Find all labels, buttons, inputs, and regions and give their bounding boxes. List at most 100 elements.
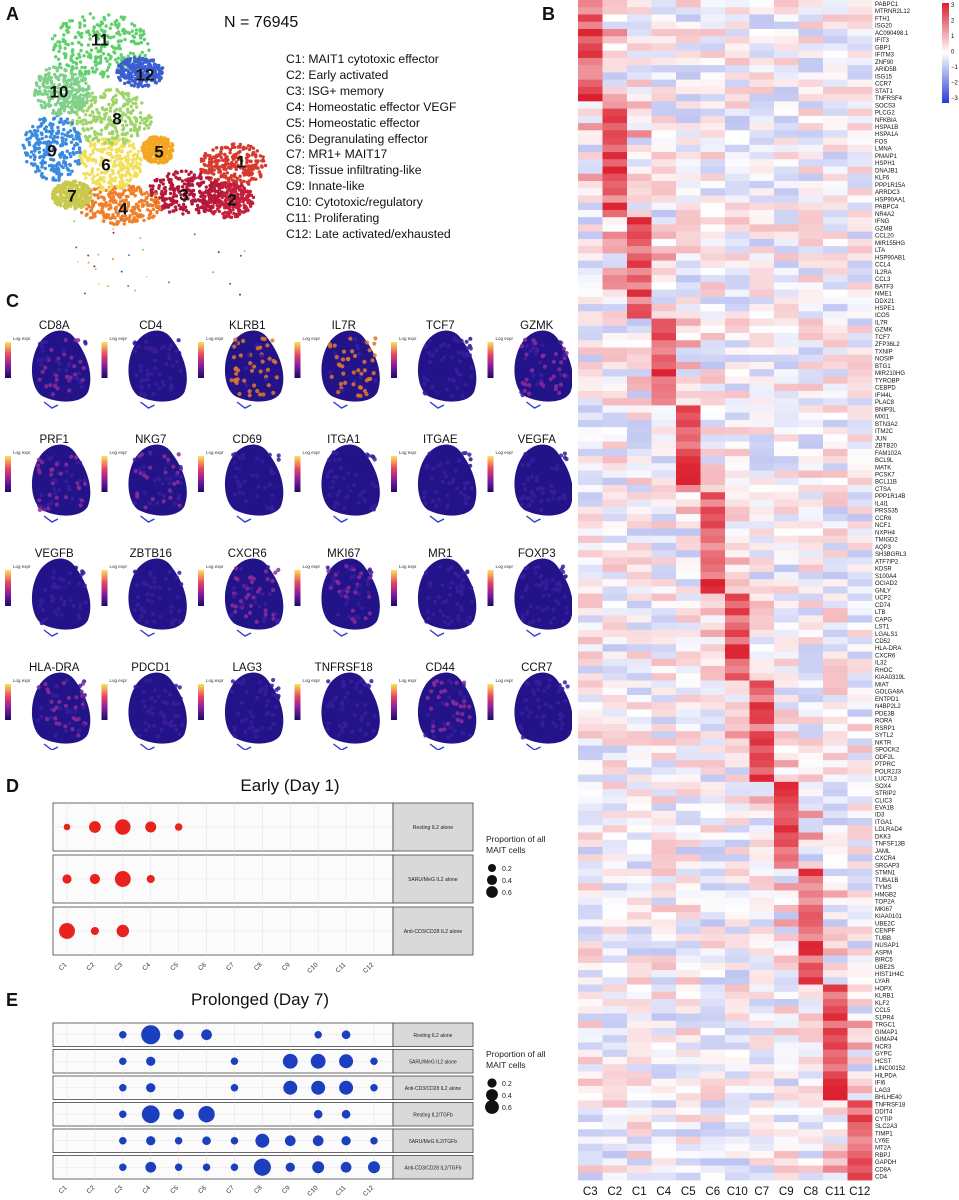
- expression-point: [177, 503, 182, 508]
- expression-point: [43, 614, 48, 619]
- umap-point: [78, 69, 82, 73]
- umap-point: [57, 161, 61, 165]
- expression-point: [161, 614, 166, 619]
- expression-point: [249, 586, 254, 591]
- umap-point: [100, 70, 104, 74]
- umap-point: [97, 283, 100, 286]
- dot: [119, 1110, 127, 1118]
- umap-point: [77, 87, 82, 91]
- umap-point: [140, 101, 144, 105]
- expression-point: [428, 360, 433, 365]
- expression-point: [230, 603, 235, 608]
- expression-point: [233, 337, 238, 342]
- umap-point: [62, 187, 66, 191]
- umap-point: [108, 151, 113, 156]
- expression-point: [549, 705, 554, 710]
- umap-point: [75, 246, 78, 249]
- expression-point: [346, 699, 352, 705]
- umap-point: [77, 115, 82, 120]
- expression-point: [340, 725, 345, 730]
- umap-point: [101, 137, 105, 141]
- cluster-legend-item: C10: Cytotoxic/regulatory: [286, 195, 423, 210]
- umap-point: [54, 55, 58, 59]
- umap-point: [221, 202, 225, 206]
- expression-point: [342, 714, 347, 719]
- umap-point: [146, 126, 151, 130]
- umap-point: [59, 201, 63, 205]
- umap-tail: [526, 629, 541, 637]
- umap-point: [96, 37, 101, 41]
- gene-label: CD44: [426, 662, 456, 674]
- umap-point: [82, 93, 86, 98]
- umap-point: [85, 207, 89, 211]
- cluster-legend-item: C2: Early activated: [286, 67, 389, 82]
- umap-point: [39, 75, 43, 79]
- expression-point: [268, 496, 273, 501]
- umap-point: [157, 71, 162, 76]
- expression-point: [246, 352, 251, 357]
- umap-point: [87, 261, 90, 264]
- umap-point: [124, 194, 129, 199]
- expression-point: [52, 609, 57, 614]
- umap-point: [132, 59, 137, 63]
- umap-point: [143, 116, 147, 121]
- umap-point: [121, 111, 125, 115]
- umap-point: [162, 159, 166, 163]
- umap-point: [209, 187, 213, 191]
- umap-point: [122, 184, 127, 189]
- umap-point: [106, 213, 111, 217]
- umap-point: [118, 186, 123, 191]
- umap-point: [124, 214, 128, 218]
- umap-point: [55, 101, 60, 105]
- expression-point: [70, 727, 75, 732]
- expression-point: [263, 612, 268, 617]
- umap-point: [91, 148, 95, 152]
- umap-point: [104, 24, 108, 28]
- umap-point: [103, 44, 107, 48]
- expression-point: [242, 479, 247, 484]
- expression-point: [155, 734, 161, 739]
- expression-point: [243, 730, 248, 735]
- umap-point: [58, 46, 62, 50]
- expression-point: [536, 564, 541, 569]
- expression-point: [455, 585, 460, 590]
- expression-point: [156, 694, 161, 699]
- umap-point: [72, 184, 76, 188]
- umap-point: [79, 43, 84, 47]
- expression-point: [177, 608, 182, 614]
- umap-point: [120, 173, 125, 177]
- umap-point: [44, 68, 48, 72]
- expression-point: [373, 484, 378, 489]
- umap-point: [85, 91, 89, 96]
- expression-point: [468, 463, 473, 468]
- umap-point: [51, 178, 55, 182]
- umap-point: [168, 150, 173, 154]
- expression-point: [328, 482, 333, 488]
- expression-point: [433, 595, 438, 600]
- umap-point: [141, 29, 145, 33]
- expression-point: [267, 356, 272, 361]
- expression-point: [62, 583, 67, 588]
- expression-point: [343, 495, 349, 500]
- umap-point: [57, 83, 61, 87]
- expression-point: [173, 723, 178, 728]
- umap-point: [118, 149, 123, 153]
- umap-point: [51, 108, 56, 113]
- heatmap-cell: [749, 7, 775, 15]
- umap-point: [42, 119, 46, 123]
- expression-point: [49, 467, 54, 472]
- heatmap-cell: [774, 21, 799, 30]
- colorbar: [101, 570, 108, 606]
- expression-point: [520, 617, 525, 622]
- expression-point: [133, 348, 138, 353]
- umap-point: [70, 78, 74, 82]
- umap-point: [145, 69, 149, 74]
- expression-point: [54, 721, 59, 726]
- umap-point: [83, 155, 87, 159]
- umap-point: [93, 132, 97, 137]
- umap-point: [47, 99, 52, 103]
- umap-point: [112, 50, 116, 54]
- umap-point: [118, 160, 122, 164]
